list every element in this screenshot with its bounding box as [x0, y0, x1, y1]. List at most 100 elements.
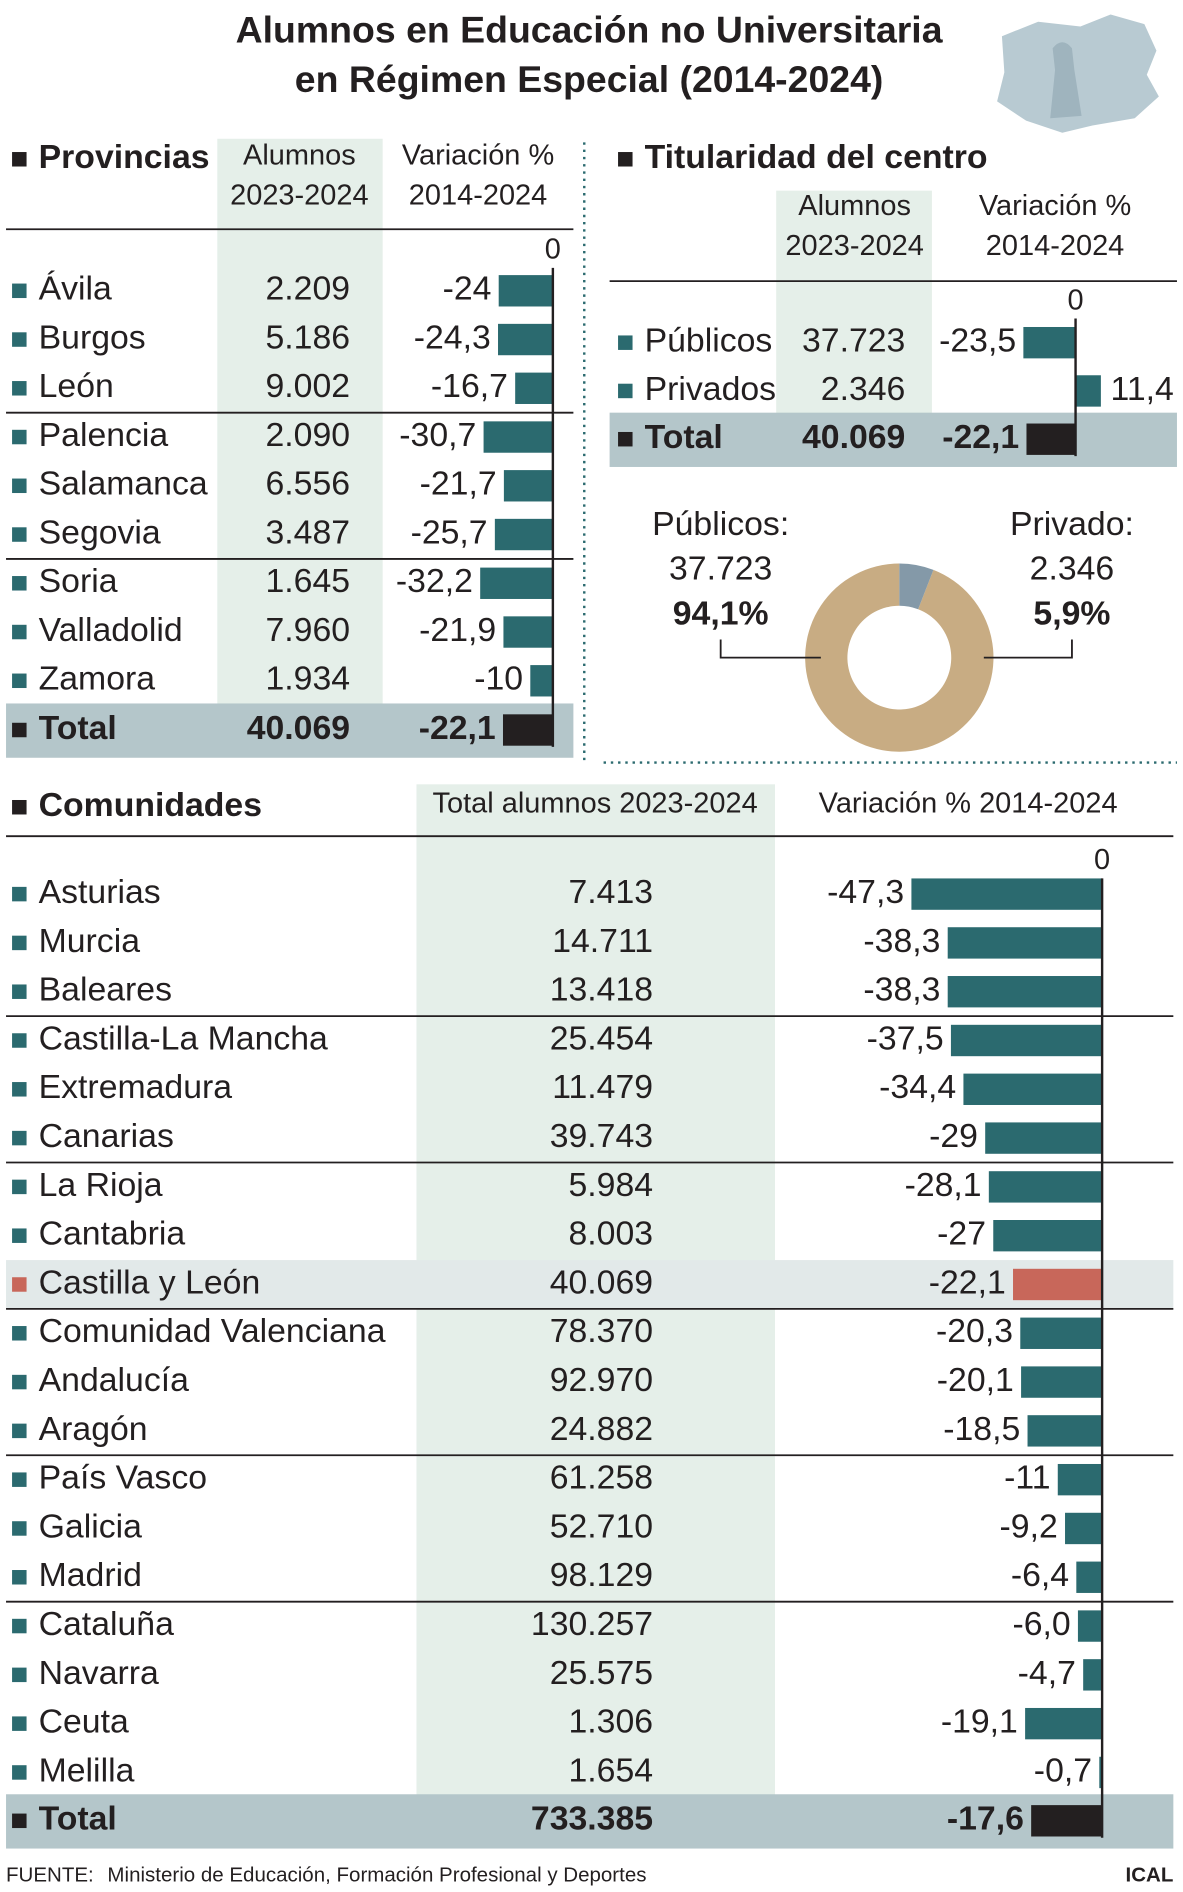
row-name: Zamora — [39, 660, 156, 698]
bar — [985, 1122, 1103, 1154]
total-row-bg — [6, 703, 574, 758]
row-alumnos: 130.257 — [531, 1605, 653, 1643]
leader-line — [719, 639, 821, 659]
value-label: -28,1 — [905, 1166, 982, 1204]
row-name: Baleares — [39, 971, 172, 1009]
row-name: Castilla y León — [39, 1263, 261, 1301]
bar — [1075, 375, 1101, 407]
row-alumnos: 5.984 — [568, 1166, 653, 1204]
row-marker — [12, 1618, 27, 1634]
row-alumnos: 37.723 — [802, 322, 905, 360]
column-header: 2023-2024 — [230, 179, 368, 211]
heading-marker — [618, 152, 633, 167]
donut-slice — [899, 563, 934, 610]
row-marker — [12, 984, 27, 999]
row-name: Total — [645, 418, 723, 456]
total-row-bg — [609, 412, 1177, 467]
bar — [498, 275, 553, 307]
row-alumnos: 2.090 — [266, 416, 351, 454]
row-marker — [12, 1374, 27, 1390]
row-marker — [12, 886, 27, 902]
section-heading: Provincias — [39, 138, 210, 176]
row-name: Públicos — [645, 322, 773, 360]
row-name: Canarias — [39, 1117, 174, 1155]
row-marker — [12, 1521, 27, 1536]
bar — [947, 927, 1103, 959]
bar — [515, 372, 553, 404]
row-name: Asturias — [39, 873, 161, 911]
row-marker — [12, 624, 27, 640]
title-line: en Régimen Especial (2014-2024) — [295, 58, 884, 100]
row-marker — [12, 283, 27, 299]
row-name: Ávila — [39, 270, 112, 308]
row-marker — [618, 383, 633, 399]
bar — [480, 567, 553, 599]
row-name: Andalucía — [39, 1361, 189, 1399]
column-header: 2014-2024 — [409, 179, 547, 211]
value-label: -37,5 — [867, 1019, 944, 1057]
row-name: Cataluña — [39, 1605, 174, 1643]
row-alumnos: 13.418 — [550, 971, 653, 1009]
row-name: Privados — [645, 370, 776, 408]
row-name: Cantabria — [39, 1215, 186, 1253]
donut-count: 2.346 — [1030, 550, 1115, 588]
brand: ICAL — [1126, 1864, 1174, 1887]
row-alumnos: 733.385 — [531, 1800, 653, 1838]
row-marker — [12, 1813, 27, 1829]
value-label: -29 — [929, 1117, 978, 1155]
value-label: -38,3 — [863, 971, 940, 1009]
bar — [1065, 1512, 1103, 1545]
row-name: Salamanca — [39, 465, 208, 503]
row-alumnos: 8.003 — [568, 1215, 653, 1253]
row-name: Ceuta — [39, 1703, 129, 1741]
row-alumnos: 40.069 — [550, 1263, 653, 1301]
row-name: Melilla — [39, 1751, 135, 1789]
bar — [1077, 1610, 1103, 1642]
heading-marker — [12, 799, 27, 815]
value-label: -23,5 — [939, 322, 1016, 360]
value-label: -30,7 — [399, 416, 476, 454]
row-marker — [12, 381, 27, 396]
row-marker — [12, 1277, 27, 1292]
row-name: Comunidad Valenciana — [39, 1312, 386, 1350]
row-name: Aragón — [39, 1410, 148, 1448]
total-row-bg — [6, 1794, 1174, 1849]
row-marker — [12, 1082, 27, 1097]
column-header: 2014-2024 — [986, 230, 1124, 262]
row-name: Castilla-La Mancha — [39, 1019, 328, 1057]
value-label: -18,5 — [943, 1410, 1020, 1448]
row-alumnos: 1.306 — [568, 1703, 653, 1741]
bar — [1099, 1756, 1103, 1789]
row-marker — [618, 431, 633, 447]
bar — [1057, 1463, 1103, 1496]
donut-slice — [805, 563, 994, 752]
row-marker — [12, 722, 27, 738]
row-marker — [12, 1179, 27, 1195]
value-label: -6,0 — [1012, 1605, 1070, 1643]
row-alumnos: 61.258 — [550, 1459, 653, 1497]
column-header: 2023-2024 — [785, 230, 923, 262]
value-label: -24,3 — [414, 318, 491, 356]
row-marker — [12, 1765, 27, 1780]
row-name: Burgos — [39, 318, 146, 356]
row-name: País Vasco — [39, 1459, 207, 1497]
bar — [1020, 1317, 1103, 1349]
row-alumnos: 2.346 — [821, 370, 906, 408]
row-marker — [12, 673, 27, 689]
row-alumnos: 1.654 — [568, 1751, 653, 1789]
bar — [993, 1220, 1103, 1252]
bar — [1021, 1366, 1103, 1398]
column-header: Alumnos — [798, 190, 911, 222]
value-label: -21,9 — [419, 611, 496, 649]
value-label: -24 — [443, 270, 492, 308]
row-alumnos: 25.454 — [550, 1019, 653, 1057]
row-alumnos: 40.069 — [247, 709, 350, 747]
value-label: -22,1 — [942, 418, 1019, 456]
donut-percent: 94,1% — [673, 594, 769, 632]
source: Ministerio de Educación, Formación Profe… — [107, 1864, 646, 1887]
row-marker — [12, 1667, 27, 1683]
row-name: León — [39, 367, 114, 405]
value-label: -16,7 — [431, 367, 508, 405]
